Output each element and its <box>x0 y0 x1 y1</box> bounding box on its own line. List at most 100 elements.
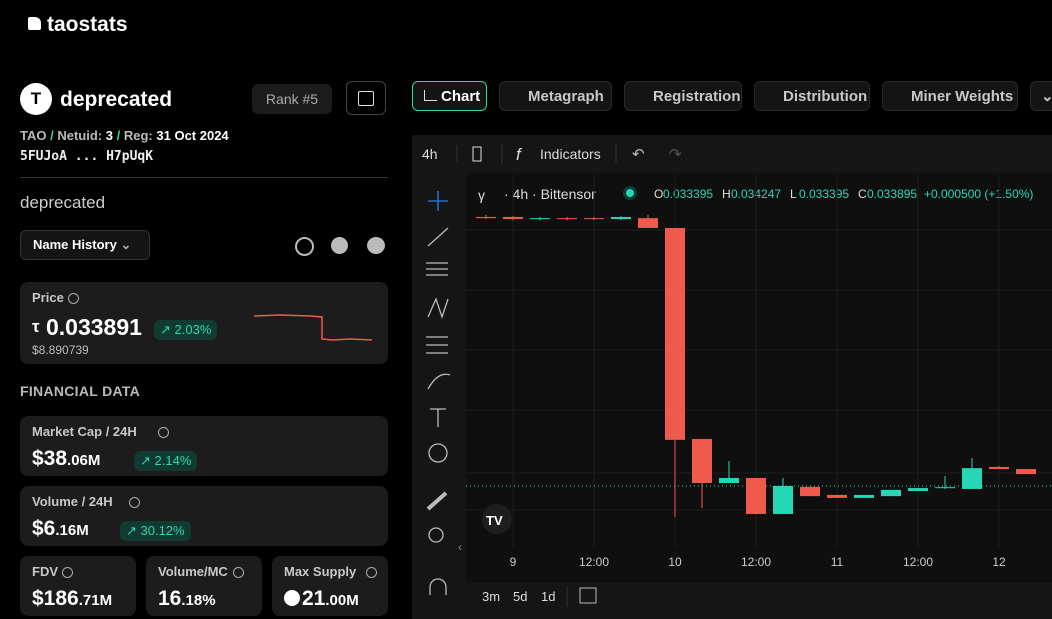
x-tick-label: 12:00 <box>579 555 609 569</box>
magnet-tool[interactable] <box>429 578 447 595</box>
candle-body <box>719 477 739 484</box>
metric-label: FDV <box>32 564 58 579</box>
chart-widget: 4h f Indicators ↶ ↷ γ · 4h · Bittensor O… <box>412 135 1052 619</box>
brush-tool[interactable] <box>427 373 451 390</box>
zoom-tool[interactable] <box>428 527 444 543</box>
info-icon <box>158 427 170 438</box>
range-bar <box>466 583 1052 619</box>
sparkline-path <box>253 314 373 341</box>
metric-card: Volume / 24H $6.16M ↗ 30.12% <box>20 486 388 546</box>
metric-value: $38.06M <box>32 447 100 471</box>
chart-bg <box>412 135 1052 619</box>
emoji-tool[interactable] <box>428 443 448 463</box>
candle-body <box>827 494 847 498</box>
meta-item: 3 <box>105 128 113 143</box>
sparkline <box>253 314 373 341</box>
range-button[interactable]: 5d <box>513 589 527 604</box>
candle-body <box>665 227 685 440</box>
tab[interactable]: Metagraph <box>499 81 612 111</box>
redo-icon[interactable]: ↷ <box>669 146 682 163</box>
crosshair-tool[interactable] <box>428 191 448 211</box>
tab[interactable]: Distribution <box>754 81 870 111</box>
candle-icon[interactable] <box>472 146 482 162</box>
price-change: ↗ 2.03% <box>154 320 218 340</box>
divider <box>20 177 388 178</box>
collapse-toggle[interactable]: ‹ <box>458 540 462 554</box>
github-icon[interactable] <box>331 237 348 254</box>
range-button[interactable]: 1d <box>541 589 555 604</box>
price-card: Price τ 0.033891 ↗ 2.03% $8.890739 <box>20 282 388 364</box>
logo[interactable]: taostats <box>47 13 128 36</box>
price-usd: $8.890739 <box>32 343 89 357</box>
indicators-button[interactable]: Indicators <box>540 146 601 162</box>
ruler-tool[interactable] <box>426 491 448 511</box>
info-icon <box>232 567 244 578</box>
ohlc-key: L <box>790 187 797 201</box>
sidebar-toggle[interactable] <box>346 81 386 115</box>
candle-body <box>881 489 901 497</box>
rank-badge: Rank #5 <box>252 84 332 114</box>
tab-more[interactable]: ⌄ <box>1030 81 1052 111</box>
symbol-desc: · 4h · Bittensor <box>504 186 596 202</box>
candle-body <box>989 466 1009 470</box>
prediction-tool[interactable] <box>426 336 448 354</box>
metric-value: $186.71M <box>32 587 112 611</box>
candle-body <box>962 468 982 489</box>
web-icon[interactable] <box>295 237 314 256</box>
ohlc-key: C <box>858 187 867 201</box>
line-tool[interactable] <box>427 227 449 247</box>
symbol: γ <box>478 187 485 203</box>
tab[interactable]: Registration <box>624 81 742 111</box>
candle-body <box>746 477 766 514</box>
candle-body <box>638 218 658 228</box>
meta-item: Reg: <box>123 128 153 143</box>
value-frac: .16M <box>55 522 89 539</box>
fib-tool[interactable] <box>426 262 448 276</box>
info-icon <box>68 293 79 304</box>
discord-icon[interactable] <box>367 237 385 254</box>
price-label: Price <box>32 290 64 305</box>
meta-sep: / <box>116 128 121 143</box>
metric-value: 16.18% <box>158 587 216 611</box>
metric-label: Volume/MC <box>158 564 228 579</box>
undo-icon[interactable]: ↶ <box>632 146 645 163</box>
fx-icon: f <box>516 145 523 164</box>
ohlc-key: H <box>722 187 731 201</box>
subnet-meta: TAO / Netuid: 3 / Reg: 31 Oct 2024 <box>20 128 229 143</box>
subnet-avatar: T <box>20 83 52 115</box>
value-frac: .06M <box>67 452 101 469</box>
supply-icon <box>284 590 300 606</box>
info-icon <box>128 497 140 508</box>
candle-body <box>611 216 631 220</box>
text-tool[interactable] <box>430 408 446 427</box>
x-tick-label: 10 <box>668 555 682 569</box>
button-label: Name History <box>33 237 117 252</box>
price-value: 0.033891 <box>46 314 142 340</box>
value-frac: .71M <box>78 592 113 609</box>
status-dot <box>626 189 634 197</box>
value-main: 16 <box>158 587 182 610</box>
candle-body <box>908 488 928 492</box>
candle-body <box>503 216 523 220</box>
tv-logo[interactable] <box>482 504 512 534</box>
candle-body <box>530 218 550 220</box>
candle-body <box>773 485 793 514</box>
calendar-icon[interactable] <box>579 587 597 604</box>
value-frac: .00M <box>325 592 359 609</box>
address[interactable]: 5FUJoA ... H7pUqK <box>20 149 154 164</box>
candle-body <box>1016 469 1036 475</box>
metric-label: Volume / 24H <box>32 494 113 509</box>
name-history-button[interactable]: Name History ⌄ <box>20 230 150 260</box>
interval[interactable]: 4h <box>422 146 438 162</box>
x-tick-label: 12:00 <box>741 555 771 569</box>
candle-body <box>476 216 496 219</box>
metric-label: Market Cap / 24H <box>32 424 137 439</box>
tab[interactable]: Miner Weights <box>882 81 1018 111</box>
pattern-tool[interactable] <box>427 297 449 320</box>
candle-body <box>584 218 604 220</box>
change-value: 2.03% <box>174 322 212 337</box>
metric-change: ↗ 30.12% <box>120 521 191 541</box>
range-button[interactable]: 3m <box>482 589 500 604</box>
metric-value: 21.00M <box>284 587 359 611</box>
